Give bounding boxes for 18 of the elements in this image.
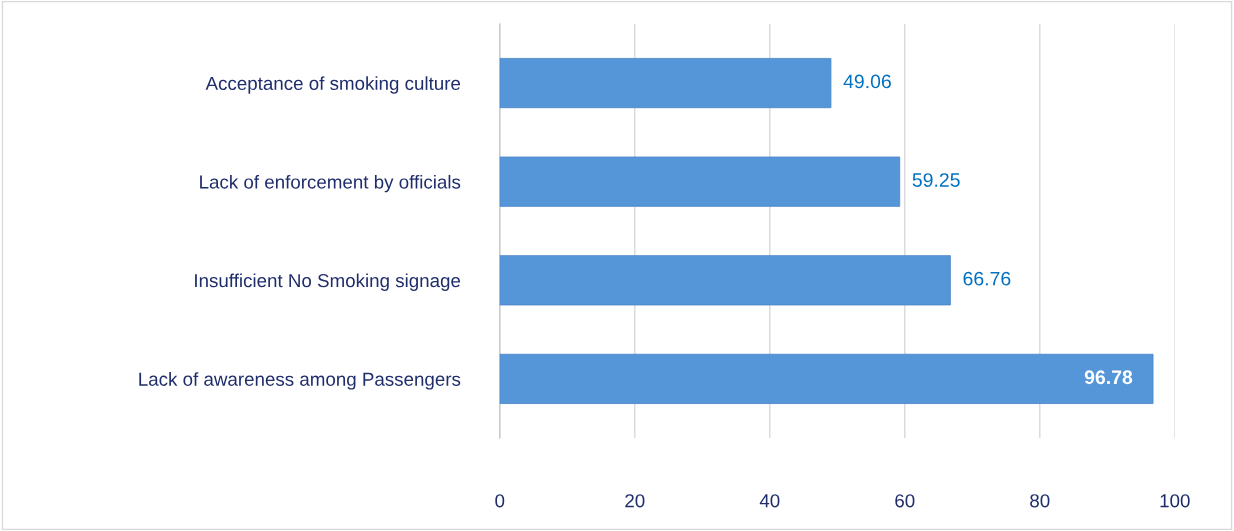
x-tick-label: 20: [625, 494, 645, 508]
y-tick-label: Lack of awareness among Passengers: [139, 372, 461, 390]
y-tick-label: Insufficient No Smoking signage: [195, 273, 461, 291]
data-label: 96.78: [1084, 370, 1133, 385]
x-tick-label: 0: [495, 494, 505, 508]
data-label: 49.06: [843, 74, 891, 89]
x-tick-label: 60: [895, 494, 915, 508]
x-tick-label: 100: [1160, 494, 1190, 508]
x-tick-label: 40: [759, 494, 780, 508]
data-label: 66.76: [963, 271, 1011, 286]
data-label: 59.25: [912, 173, 960, 187]
y-tick-label: Acceptance of smoking culture: [205, 76, 461, 94]
bar: [499, 255, 951, 306]
bar: [499, 353, 1154, 404]
bar: [499, 57, 832, 109]
y-tick-label: Lack of enforcement by officials: [200, 174, 461, 193]
bar: [499, 156, 901, 207]
x-tick-label: 80: [1030, 494, 1050, 508]
